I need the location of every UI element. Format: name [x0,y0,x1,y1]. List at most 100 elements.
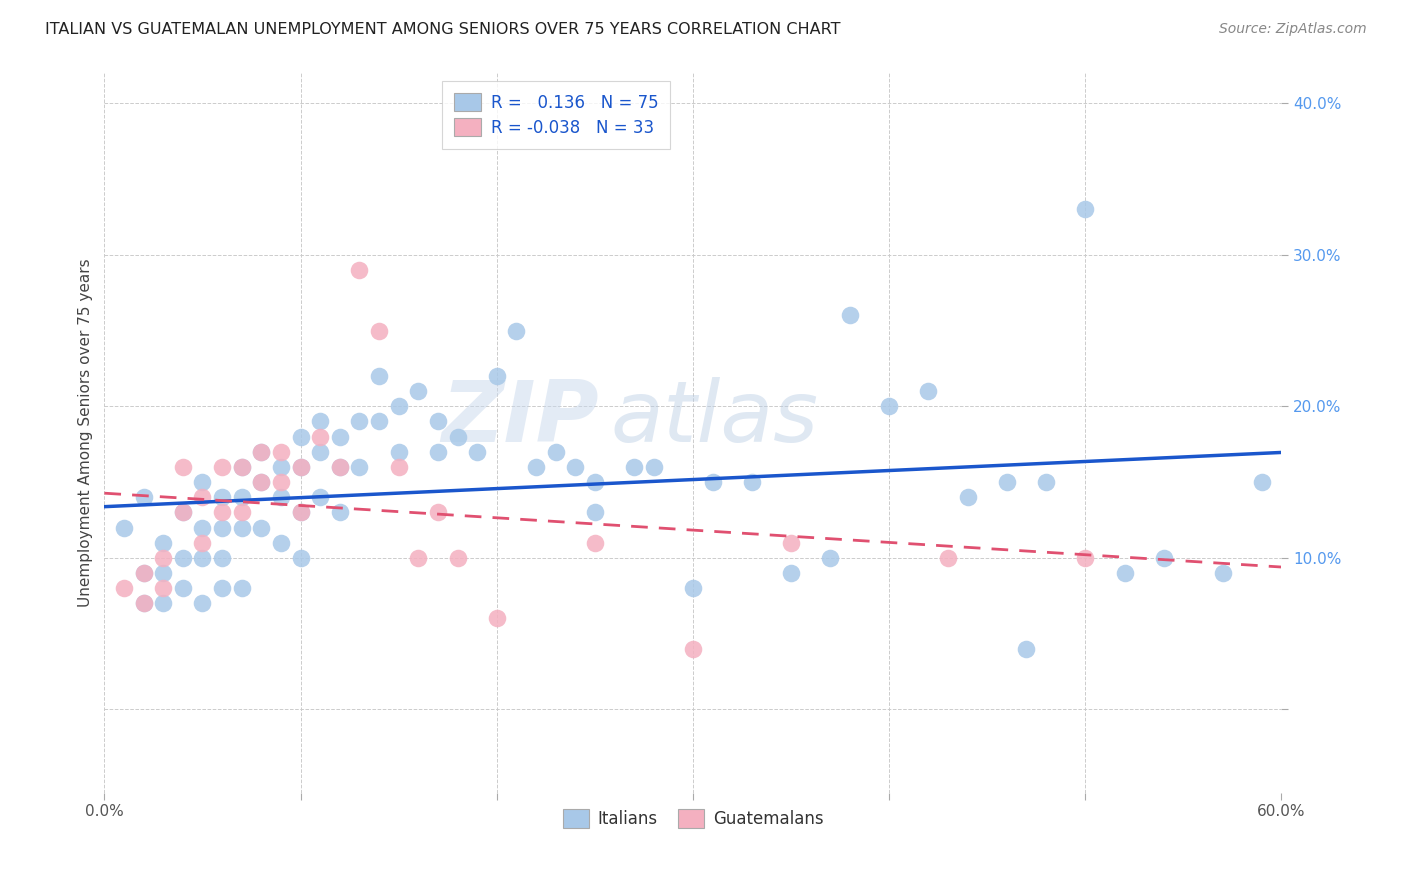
Point [446,429,468,443]
Point [1250,475,1272,489]
Point [368,414,391,428]
Point [741,475,763,489]
Point [877,399,900,413]
Point [426,444,449,458]
Point [329,459,352,474]
Point [524,459,547,474]
Point [172,581,194,595]
Point [191,475,214,489]
Point [290,459,312,474]
Point [250,475,273,489]
Point [349,414,371,428]
Point [191,520,214,534]
Point [250,475,273,489]
Point [329,505,352,519]
Point [349,263,371,277]
Point [132,566,155,580]
Point [426,414,449,428]
Point [270,475,292,489]
Point [250,520,273,534]
Point [956,490,979,504]
Point [1015,641,1038,656]
Point [1035,475,1057,489]
Y-axis label: Unemployment Among Seniors over 75 years: Unemployment Among Seniors over 75 years [79,259,93,607]
Point [290,505,312,519]
Point [211,490,233,504]
Point [388,459,411,474]
Point [112,581,135,595]
Point [309,490,332,504]
Point [211,550,233,565]
Text: ITALIAN VS GUATEMALAN UNEMPLOYMENT AMONG SENIORS OVER 75 YEARS CORRELATION CHART: ITALIAN VS GUATEMALAN UNEMPLOYMENT AMONG… [45,22,841,37]
Point [172,505,194,519]
Point [270,490,292,504]
Point [368,324,391,338]
Point [583,475,606,489]
Point [623,459,645,474]
Point [211,459,233,474]
Point [211,581,233,595]
Point [270,535,292,549]
Point [995,475,1018,489]
Point [191,596,214,610]
Point [406,550,429,565]
Point [838,309,860,323]
Point [583,505,606,519]
Point [231,490,253,504]
Point [485,611,508,625]
Point [643,459,665,474]
Point [172,550,194,565]
Point [290,550,312,565]
Point [132,490,155,504]
Text: ZIP: ZIP [441,377,599,460]
Point [309,414,332,428]
Point [290,429,312,443]
Point [172,459,194,474]
Point [191,535,214,549]
Point [564,459,586,474]
Point [112,520,135,534]
Point [250,444,273,458]
Text: Source: ZipAtlas.com: Source: ZipAtlas.com [1219,22,1367,37]
Point [211,505,233,519]
Point [290,505,312,519]
Point [309,444,332,458]
Point [485,369,508,384]
Point [132,596,155,610]
Point [544,444,567,458]
Point [406,384,429,399]
Point [368,369,391,384]
Point [426,505,449,519]
Point [917,384,939,399]
Point [820,550,842,565]
Point [172,505,194,519]
Point [1114,566,1136,580]
Point [211,520,233,534]
Point [329,429,352,443]
Point [250,444,273,458]
Point [270,459,292,474]
Point [1212,566,1234,580]
Point [231,459,253,474]
Point [270,444,292,458]
Point [231,459,253,474]
Text: atlas: atlas [610,377,818,460]
Point [1153,550,1175,565]
Point [702,475,724,489]
Point [152,581,174,595]
Point [329,459,352,474]
Point [309,429,332,443]
Point [780,566,803,580]
Point [191,490,214,504]
Point [152,550,174,565]
Point [231,520,253,534]
Point [231,505,253,519]
Point [132,566,155,580]
Point [152,535,174,549]
Point [682,581,704,595]
Point [936,550,959,565]
Point [465,444,488,458]
Point [152,596,174,610]
Point [1074,550,1097,565]
Point [349,459,371,474]
